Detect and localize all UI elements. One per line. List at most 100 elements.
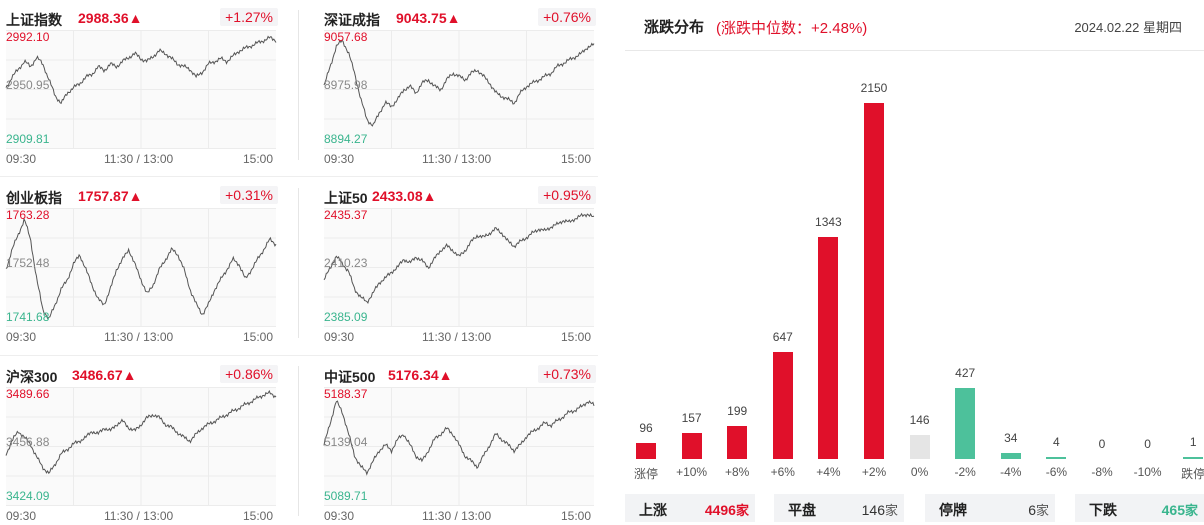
bar-value-label: 1 (1189, 435, 1197, 449)
bar-value-label: 1343 (815, 214, 842, 229)
x-axis-tick-label: 15:00 (243, 509, 274, 523)
price-line (323, 399, 595, 476)
price-line (323, 212, 595, 304)
y-axis-low-label: 8894.27 (324, 132, 368, 146)
bar-category-label: +2% (861, 465, 887, 479)
bar-value-label: 2150 (860, 81, 888, 95)
distribution-bar[interactable] (772, 351, 793, 459)
bar-category-label: +6% (770, 465, 795, 479)
y-axis-low-label: 1741.68 (6, 310, 50, 324)
y-axis-mid-label: 3456.88 (6, 435, 50, 449)
bar-value-label: 4 (1053, 435, 1060, 449)
column-divider (298, 366, 299, 516)
bar-category-label: -6% (1045, 465, 1068, 479)
stat-label: 下跌 (1089, 502, 1117, 518)
stat-unit: 家 (735, 503, 749, 518)
bar-category-label: +4% (816, 465, 841, 479)
x-axis-tick-label: 09:30 (6, 330, 37, 344)
bar-category-label: -10% (1133, 465, 1162, 479)
stat-value-group: 6家 (1028, 500, 1049, 519)
distribution-bar[interactable] (955, 388, 976, 459)
distribution-bar[interactable] (909, 434, 930, 459)
row-divider (0, 355, 598, 356)
y-axis-mid-label: 2410.23 (324, 256, 368, 270)
intraday-chart (323, 387, 595, 506)
distribution-bar[interactable] (727, 426, 748, 459)
index-name: 深证成指 (324, 12, 380, 28)
bar-category-label: 0% (910, 465, 929, 479)
index-change-badge: +0.73% (538, 365, 596, 383)
stat-value-group: 4496家 (705, 500, 749, 519)
distribution-bar[interactable] (818, 236, 839, 459)
distribution-bar[interactable] (1000, 453, 1021, 459)
x-axis-tick-label: 15:00 (561, 330, 592, 344)
bar-category-label: -8% (1091, 465, 1113, 479)
stat-value-group: 465家 (1162, 500, 1198, 519)
y-axis-mid-label: 2950.95 (6, 78, 50, 92)
x-axis-tick-label: 11:30 / 13:00 (422, 330, 492, 344)
index-card[interactable]: 创业板指 1757.87▲ +0.31% 1763.28 1752.48 1741.68 0… (0, 178, 290, 348)
header-divider (625, 50, 1204, 51)
index-value: 1757.87▲ (78, 188, 143, 204)
stat-value: 465 (1161, 502, 1185, 518)
distribution-bar[interactable] (1183, 457, 1204, 459)
index-change-badge: +1.27% (220, 8, 278, 26)
x-axis-tick-label: 15:00 (243, 152, 274, 166)
x-axis-tick-label: 15:00 (561, 152, 592, 166)
distribution-bar[interactable] (864, 103, 884, 459)
distribution-title: 涨跌分布 (644, 19, 705, 36)
index-card[interactable]: 上证指数 2988.36▲ +1.27% 2992.10 2950.95 2909.81 0… (0, 0, 290, 170)
stat-summary: 上涨 4496家 (625, 494, 755, 522)
y-axis-mid-label: 5139.04 (324, 435, 368, 449)
y-axis-low-label: 3424.09 (6, 489, 50, 503)
index-name: 上证指数 (6, 12, 62, 28)
bar-value-label: 0 (1098, 437, 1106, 451)
bar-category-label: 涨停 (633, 467, 658, 481)
stat-summary: 下跌 465家 (1075, 494, 1204, 522)
intraday-chart (323, 30, 595, 149)
x-axis-tick-label: 11:30 / 13:00 (422, 509, 492, 523)
y-axis-high-label: 9057.68 (324, 30, 368, 44)
distribution-date: 2024.02.22 星期四 (1074, 20, 1182, 35)
index-name: 中证500 (324, 369, 376, 385)
stat-summary: 平盘 146家 (774, 494, 904, 522)
price-line (5, 217, 277, 320)
y-axis-low-label: 2385.09 (324, 310, 368, 324)
stat-unit: 家 (884, 503, 898, 518)
intraday-chart (323, 208, 595, 327)
column-divider (298, 10, 299, 160)
index-card[interactable]: 深证成指 9043.75▲ +0.76% 9057.68 8975.98 8894.27 0… (318, 0, 608, 170)
index-change-badge: +0.95% (538, 186, 596, 204)
bar-category-label: +8% (725, 465, 750, 479)
bar-category-label: +10% (676, 465, 708, 479)
stat-label: 停牌 (939, 502, 967, 518)
index-value: 2433.08▲ (372, 188, 437, 204)
x-axis-tick-label: 11:30 / 13:00 (104, 152, 174, 166)
stat-summary: 停牌 6家 (925, 494, 1055, 522)
distribution-bar[interactable] (636, 443, 656, 459)
bar-value-label: 0 (1144, 437, 1151, 451)
distribution-bar[interactable] (1046, 457, 1067, 459)
index-change-badge: +0.31% (220, 186, 278, 204)
x-axis-tick-label: 09:30 (6, 509, 37, 523)
stat-label: 上涨 (639, 502, 667, 518)
bar-value-label: 199 (727, 404, 748, 419)
y-axis-high-label: 2435.37 (324, 208, 368, 222)
x-axis-tick-label: 11:30 / 13:00 (422, 152, 492, 166)
index-card[interactable]: 上证50 2433.08▲ +0.95% 2435.37 2410.23 2385.09 0… (318, 178, 608, 348)
index-card[interactable]: 沪深300 3486.67▲ +0.86% 3489.66 3456.88 3424.09… (0, 357, 290, 525)
index-change-badge: +0.86% (220, 365, 278, 383)
y-axis-low-label: 2909.81 (6, 132, 50, 146)
index-value: 2988.36▲ (78, 10, 143, 26)
distribution-median: (涨跌中位数：+2.48%) (716, 20, 868, 37)
y-axis-high-label: 1763.28 (6, 208, 50, 222)
x-axis-tick-label: 09:30 (324, 152, 355, 166)
bar-value-label: 146 (909, 412, 930, 427)
index-card[interactable]: 中证500 5176.34▲ +0.73% 5188.37 5139.04 5089.71… (318, 357, 608, 525)
bar-category-label: -4% (1000, 465, 1022, 479)
price-line (5, 35, 277, 105)
index-value: 5176.34▲ (388, 367, 453, 383)
distribution-bar[interactable] (681, 433, 702, 459)
x-axis-tick-label: 09:30 (324, 330, 355, 344)
